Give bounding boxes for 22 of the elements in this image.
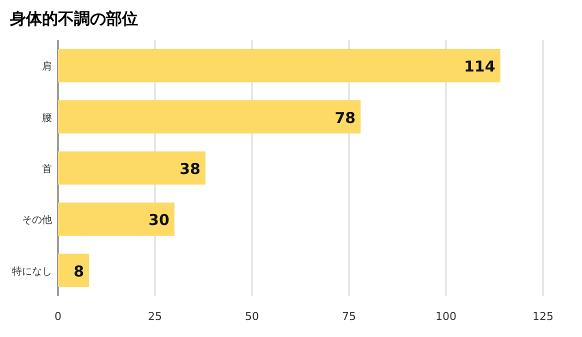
x-tick-label: 0 <box>54 310 62 323</box>
chart-title: 身体的不調の部位 <box>9 9 138 28</box>
data-label: 38 <box>180 160 200 178</box>
y-tick-label: 首 <box>42 163 52 175</box>
y-tick-label: 腰 <box>42 112 52 124</box>
x-tick-label: 100 <box>436 310 456 323</box>
bar <box>58 48 500 82</box>
data-label: 114 <box>464 58 496 76</box>
bar <box>58 100 361 134</box>
bar <box>58 202 174 236</box>
data-label: 78 <box>334 108 356 127</box>
x-tick-label: 50 <box>245 310 259 323</box>
bar <box>58 151 206 185</box>
data-label: 30 <box>148 211 170 230</box>
x-tick-label: 25 <box>148 310 162 323</box>
bar <box>58 254 90 288</box>
data-label: 8 <box>74 262 84 280</box>
y-tick-label: 肩 <box>42 60 52 73</box>
x-tick-label: 125 <box>532 310 554 323</box>
x-tick-label: 75 <box>342 310 356 323</box>
y-tick-label: 特になし <box>12 265 52 278</box>
y-tick-label: その他 <box>22 214 52 226</box>
